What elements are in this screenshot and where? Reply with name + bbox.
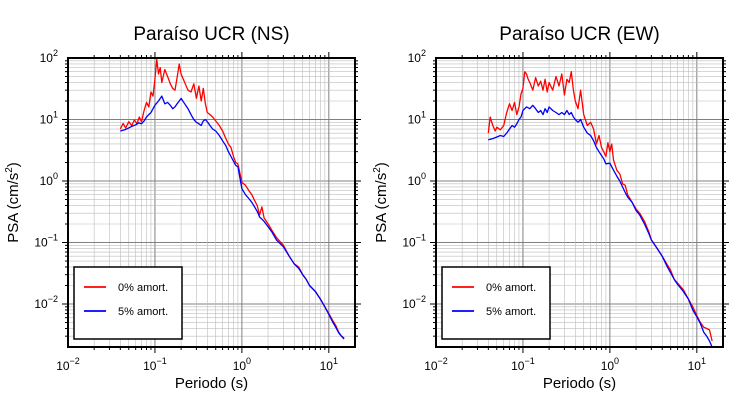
chart-panel-2: 10−2 10−1 100 101 10−2 10−1 100 101 102 Paraíso U…: [372, 24, 729, 392]
x-axis-label: Periodo (s): [543, 375, 616, 392]
x-tick-label: 10−1: [511, 356, 535, 373]
x-axis-label: Periodo (s): [175, 375, 248, 392]
y-tick-label: 10−2: [402, 294, 426, 311]
tick-marks: [62, 52, 361, 353]
y-tick-label: 102: [408, 48, 426, 65]
legend-label: 0% amort.: [118, 282, 168, 294]
y-axis-label: PSA (cm/s2): [4, 162, 22, 243]
x-tick-label: 101: [688, 356, 706, 373]
y-tick-label: 10−1: [402, 233, 426, 250]
y-tick-label: 100: [408, 171, 426, 188]
chart-title: Paraíso UCR (EW): [499, 24, 659, 45]
chart-panel-1: 10−2 10−1 100 101 10−2 10−1 100 101 102 Paraíso U…: [4, 24, 361, 392]
y-tick-label: 100: [40, 171, 58, 188]
legend-box: [441, 266, 551, 340]
x-tick-label: 100: [601, 356, 619, 373]
legend-label: 0% amort.: [486, 282, 536, 294]
plot-frame: [67, 57, 356, 348]
x-tick-label: 101: [320, 356, 338, 373]
legend-box: [73, 266, 183, 340]
chart-title: Paraíso UCR (NS): [133, 24, 289, 45]
y-axis-label: PSA (cm/s2): [372, 162, 390, 243]
y-tick-label: 10−2: [34, 294, 58, 311]
y-tick-label: 10−1: [34, 233, 58, 250]
legend-label: 5% amort.: [486, 306, 536, 318]
legend: 0% amort. 5% amort.: [441, 266, 551, 340]
series-line-damped: [488, 104, 713, 348]
x-tick-label: 100: [233, 356, 251, 373]
series-line-damped: [120, 95, 345, 340]
x-tick-label: 10−2: [56, 356, 80, 373]
plot-frame: [435, 57, 724, 348]
y-tick-label: 101: [408, 110, 426, 127]
y-tick-label: 102: [40, 48, 58, 65]
x-tick-label: 10−1: [143, 356, 167, 373]
legend-label: 5% amort.: [118, 306, 168, 318]
legend: 0% amort. 5% amort.: [73, 266, 183, 340]
x-tick-label: 10−2: [424, 356, 448, 373]
tick-marks: [430, 52, 729, 353]
y-tick-label: 101: [40, 110, 58, 127]
